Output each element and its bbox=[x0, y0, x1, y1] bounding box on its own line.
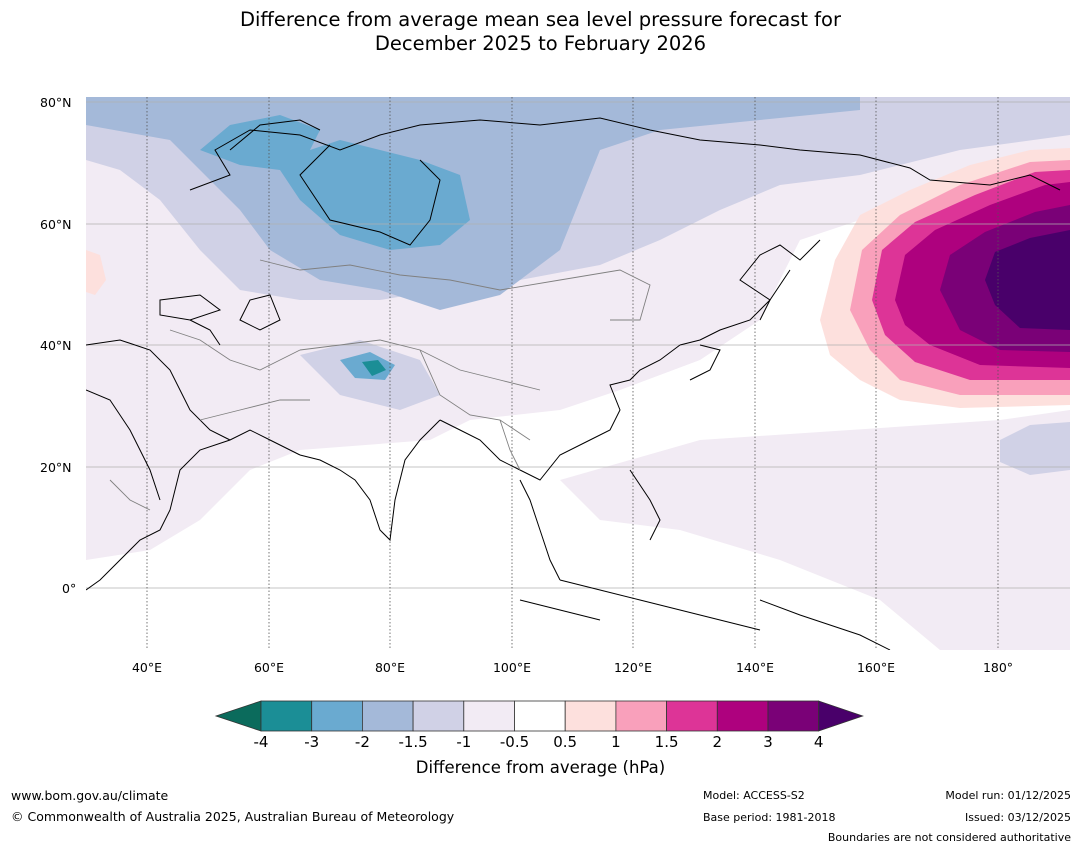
lat-label-40n: 40°N bbox=[40, 338, 72, 353]
colorbar-bin-2 bbox=[361, 700, 414, 732]
issued-date: Issued: 03/12/2025 bbox=[964, 811, 1071, 824]
colorbar-label: Difference from average (hPa) bbox=[415, 758, 666, 777]
lat-label-60n: 60°N bbox=[40, 217, 72, 232]
colorbar-tick-label: -1 bbox=[456, 733, 472, 751]
lat-label-80n: 80°N bbox=[40, 95, 72, 110]
model-run-date: Model run: 01/12/2025 bbox=[945, 789, 1071, 802]
colorbar-tick-label: 1.5 bbox=[654, 733, 679, 751]
colorbar-bin-0 bbox=[260, 700, 313, 732]
title-line-1: Difference from average mean sea level p… bbox=[240, 8, 841, 31]
colorbar-bin-8 bbox=[666, 700, 718, 732]
colorbar-tick-label: 1 bbox=[611, 733, 621, 751]
lon-label-100e: 100°E bbox=[492, 660, 531, 675]
base-period: Base period: 1981-2018 bbox=[703, 811, 836, 824]
colorbar-tick-label: -2 bbox=[354, 733, 370, 751]
colorbar-arrow-below bbox=[214, 700, 262, 732]
website-link[interactable]: www.bom.gov.au/climate bbox=[11, 788, 169, 803]
lon-label-60e: 60°E bbox=[253, 660, 285, 675]
colorbar-bin-6 bbox=[564, 700, 617, 732]
title-line-2: December 2025 to February 2026 bbox=[374, 32, 707, 55]
coastlines bbox=[86, 117, 1061, 650]
longitude-gridlines bbox=[146, 97, 999, 650]
colorbar-tick-label: -4 bbox=[253, 733, 269, 751]
colorbar-tick-label: 3 bbox=[763, 733, 773, 751]
map-title: Difference from average mean sea level p… bbox=[0, 8, 1081, 56]
anomaly-region-neg-0.5-pacific bbox=[560, 410, 1070, 650]
colorbar-bin-9 bbox=[716, 700, 769, 732]
map-area bbox=[86, 97, 1070, 650]
colorbar-bin-10 bbox=[767, 700, 820, 732]
lat-label-0: 0° bbox=[62, 581, 77, 596]
colorbar-swatches bbox=[214, 700, 864, 732]
colorbar-tick-label: -3 bbox=[304, 733, 320, 751]
anomaly-region-neg-2 bbox=[200, 115, 470, 250]
anomaly-region-neg-3-tibet bbox=[362, 360, 386, 376]
colorbar-tick-label: 0.5 bbox=[553, 733, 578, 751]
lon-label-80e: 80°E bbox=[374, 660, 406, 675]
colorbar-tick-label: 2 bbox=[712, 733, 723, 751]
colorbar-bin-1 bbox=[311, 700, 363, 732]
lon-label-40e: 40°E bbox=[131, 660, 163, 675]
lon-label-120e: 120°E bbox=[613, 660, 652, 675]
country-borders bbox=[109, 259, 651, 511]
copyright-text: © Commonwealth of Australia 2025, Austra… bbox=[11, 809, 455, 824]
colorbar-tick-label: -1.5 bbox=[398, 733, 428, 751]
colorbar-tick-label: -0.5 bbox=[499, 733, 530, 751]
colorbar-arrow-above bbox=[818, 700, 864, 732]
colorbar-bin-5 bbox=[514, 700, 566, 732]
colorbar-tick-label: 4 bbox=[813, 733, 824, 751]
lon-label-140e: 140°E bbox=[735, 660, 774, 675]
lon-label-180: 180° bbox=[982, 660, 1014, 675]
boundaries-disclaimer: Boundaries are not considered authoritat… bbox=[827, 831, 1071, 844]
lon-label-160e: 160°E bbox=[856, 660, 895, 675]
anomaly-region-pos-0.5-west bbox=[86, 250, 106, 295]
anomaly-region-pos-4 bbox=[985, 230, 1070, 330]
latitude-gridlines bbox=[86, 101, 1070, 589]
colorbar-bin-3 bbox=[412, 700, 465, 732]
lat-label-20n: 20°N bbox=[40, 460, 72, 475]
model-name: Model: ACCESS-S2 bbox=[703, 789, 805, 802]
colorbar-bin-4 bbox=[463, 700, 515, 732]
anomaly-region-neg-1-pacific bbox=[1000, 422, 1070, 475]
colorbar-bin-7 bbox=[615, 700, 668, 732]
